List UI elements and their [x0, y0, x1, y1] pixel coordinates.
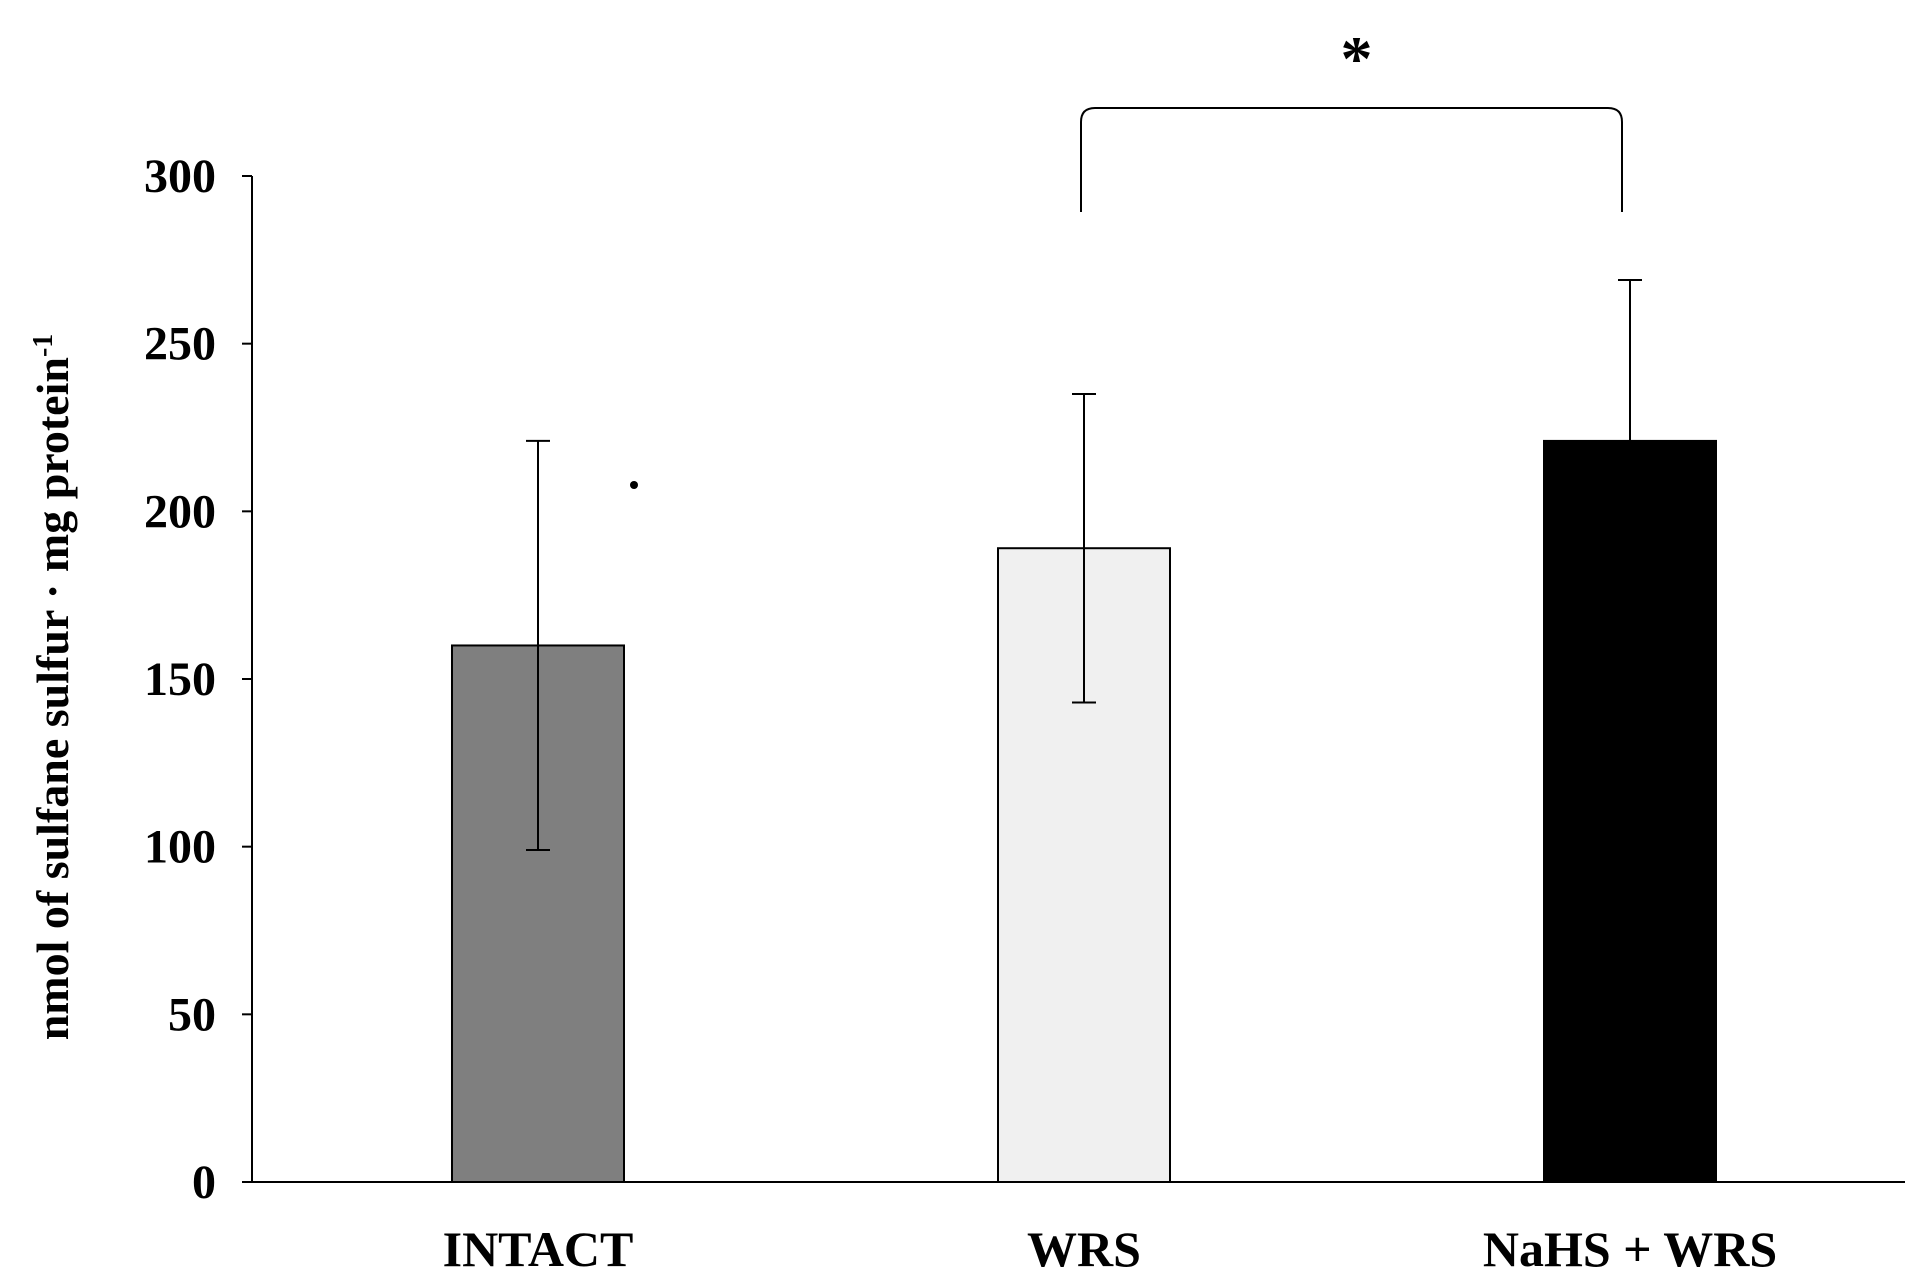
y-tick-label: 300 — [144, 150, 216, 203]
y-axis-title-main: nmol of sulfane sulfur · mg protein — [27, 357, 78, 1040]
y-tick-label: 200 — [144, 485, 216, 538]
significance-bracket: * — [1080, 23, 1623, 212]
y-tick-label: 250 — [144, 318, 216, 371]
significance-star: * — [1341, 23, 1373, 94]
error-bars — [526, 278, 1642, 852]
y-axis-title-superscript: -1 — [28, 334, 59, 357]
x-category-label: NaHS + WRS — [1483, 1221, 1777, 1277]
x-category-label: WRS — [1027, 1221, 1141, 1277]
x-category-label: INTACT — [443, 1221, 634, 1277]
y-tick-label: 150 — [144, 653, 216, 706]
y-tick-label: 0 — [192, 1156, 216, 1209]
y-tick-label: 50 — [168, 988, 216, 1041]
significance-bracket-line — [1080, 107, 1623, 212]
axes: 0 50 100 150 200 250 300 INTACT WRS NaHS + WRS — [144, 150, 1905, 1277]
stray-dot — [630, 481, 638, 489]
y-axis-title: nmol of sulfane sulfur · mg protein-1 — [27, 334, 78, 1041]
y-tick-label: 100 — [144, 821, 216, 874]
